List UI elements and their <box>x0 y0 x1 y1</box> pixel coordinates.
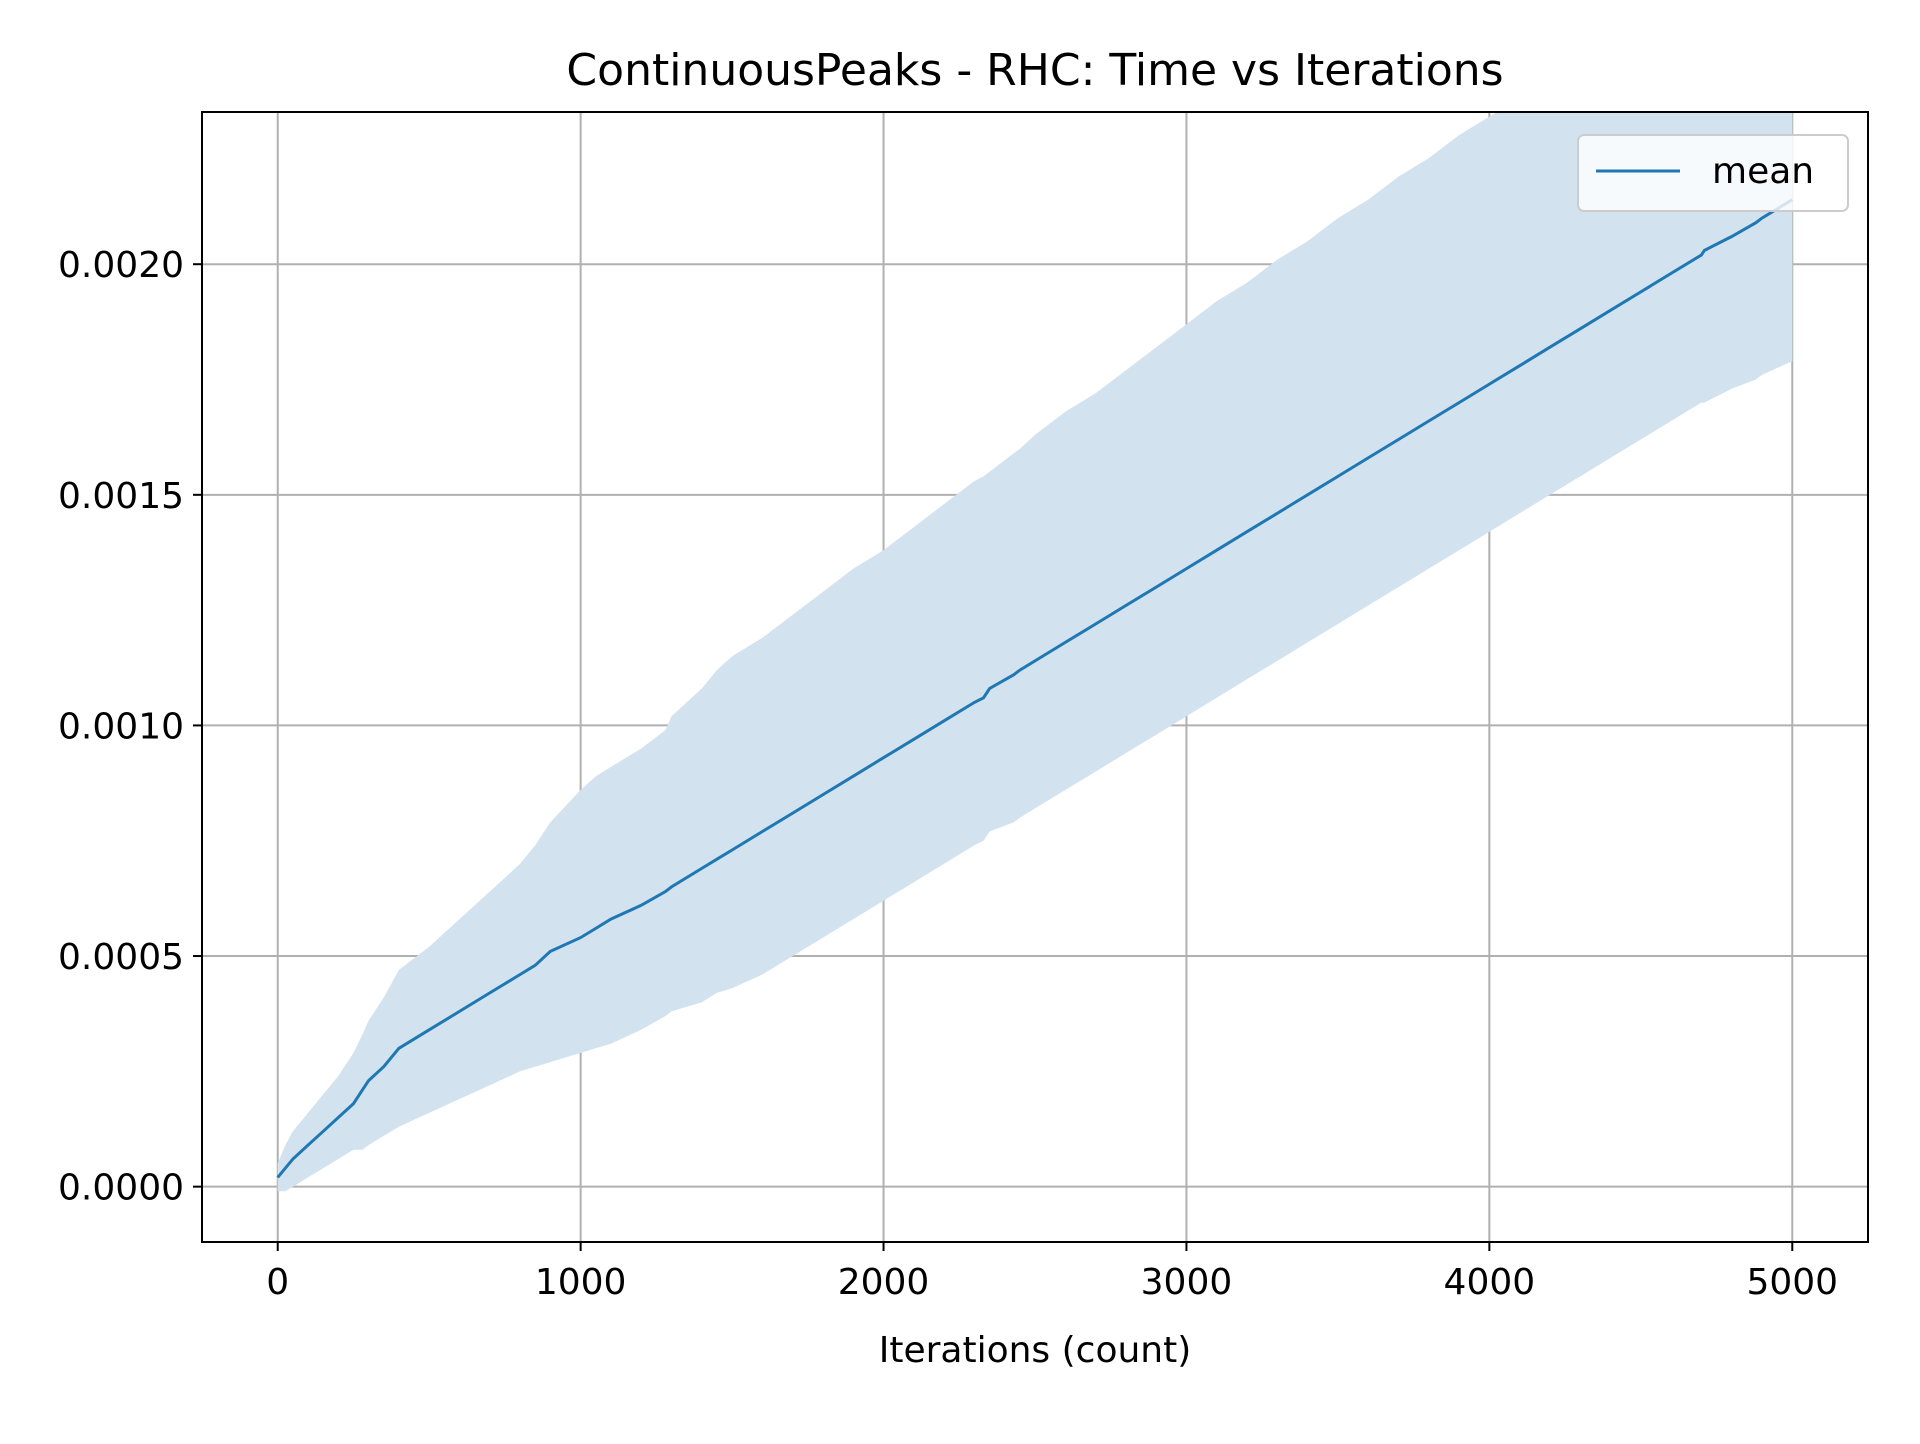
x-tick-label: 0 <box>266 1262 289 1303</box>
legend-box <box>1577 134 1849 212</box>
x-tick-label: 5000 <box>1746 1262 1838 1303</box>
mean-line <box>276 198 1794 1179</box>
chart-title: ContinuousPeaks - RHC: Time vs Iteration… <box>566 45 1503 96</box>
plot-frame <box>201 111 1869 1243</box>
x-tick-label: 2000 <box>838 1262 930 1303</box>
y-tick-label: 0.0010 <box>58 706 184 747</box>
x-axis-ticks: 0 1000 2000 3000 4000 5000 <box>266 1242 1838 1303</box>
x-tick-label: 3000 <box>1141 1262 1233 1303</box>
legend: mean <box>1577 134 1849 212</box>
y-tick-label: 0.0005 <box>58 937 184 978</box>
x-tick-label: 4000 <box>1444 1262 1536 1303</box>
x-tick-label: 1000 <box>535 1262 627 1303</box>
std-band <box>277 112 1793 1192</box>
y-axis-ticks: 0.0000 0.0005 0.0010 0.0015 0.0020 <box>58 245 202 1209</box>
y-tick-label: 0.0015 <box>58 476 184 517</box>
y-tick-label: 0.0020 <box>58 245 184 286</box>
y-tick-label: 0.0000 <box>58 1168 184 1209</box>
x-axis-label: Iterations (count) <box>879 1330 1192 1371</box>
legend-label-mean: mean <box>1712 151 1814 192</box>
